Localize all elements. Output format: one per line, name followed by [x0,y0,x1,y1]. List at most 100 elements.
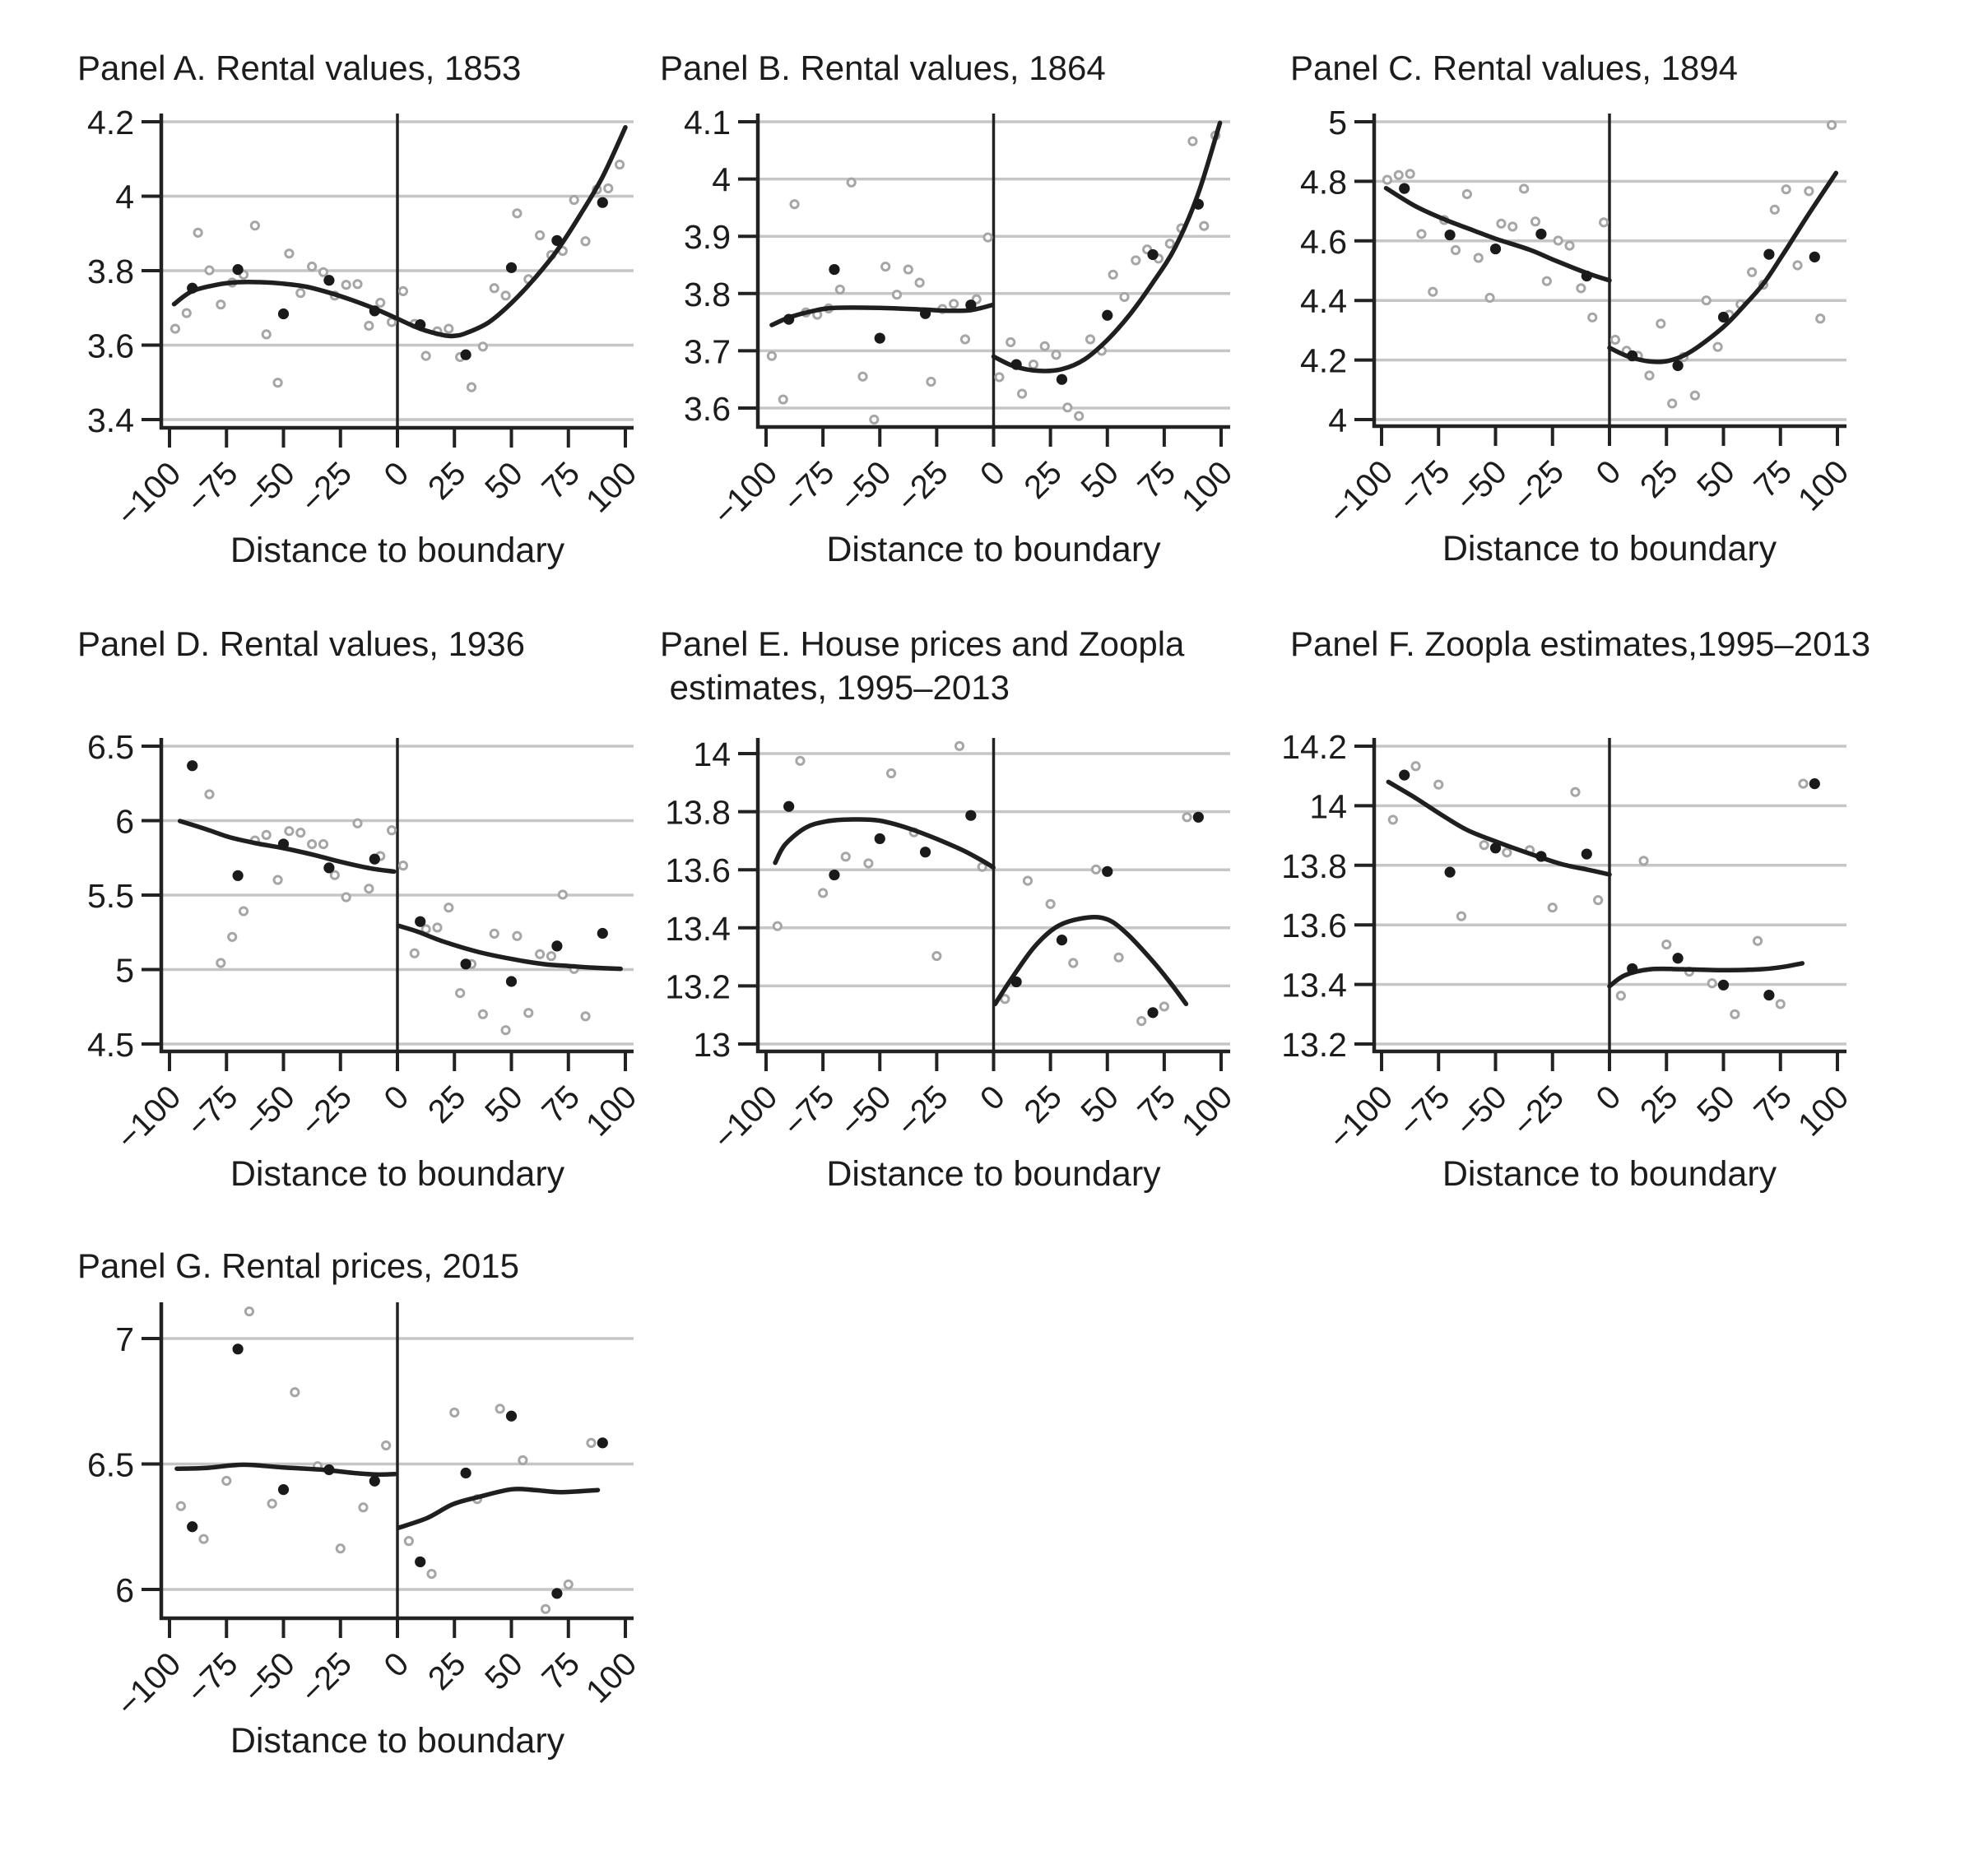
fine-bin-point [1450,244,1461,256]
fine-bin-point [512,208,523,219]
coarse-bin-markers [783,198,1204,385]
fine-bin-point [1826,119,1837,131]
y-tick-label: 6.5 [87,728,134,766]
fine-bin-point [914,277,925,288]
fine-bin-point [557,889,568,900]
coarse-bin-point [323,862,335,874]
fine-bin-point [1502,847,1512,858]
fine-bin-point [216,299,226,310]
fine-bin-point [1689,390,1700,401]
fine-bin-point [1730,1009,1740,1019]
y-tick-label: 13.8 [665,794,731,832]
coarse-bin-point [1192,811,1204,823]
fine-bin-point [846,177,857,188]
y-tick-label: 4 [1328,401,1347,439]
fine-bin-point [1804,186,1814,197]
fine-bin-point [1553,235,1563,246]
fit-curve-right [396,923,623,972]
fine-bin-point [238,906,249,916]
fit-curve-left [773,817,996,870]
coarse-bin-point [597,1437,608,1449]
fine-bin-point [284,248,295,259]
coarse-bin-point [1535,228,1547,240]
fine-bin-point [307,261,318,272]
y-tick-label: 3.6 [684,390,731,428]
coarse-bin-point [277,838,290,850]
fine-bin-point [1587,312,1598,322]
fit-curve-left [174,1462,397,1478]
panel-title: Panel D. Rental values, 1936 [77,624,525,663]
coarse-bin-point [415,1556,426,1568]
fine-bin-point [766,350,778,361]
fine-bin-point [1416,229,1427,239]
fine-bin-point [1062,402,1073,413]
y-tick-label: 14 [693,735,731,773]
coarse-bin-point [551,234,563,246]
coarse-bin-point [505,1410,518,1422]
fine-bin-point [885,768,897,779]
fine-bin-point [772,921,783,931]
coarse-bin-point [829,263,840,276]
fine-bin-point [261,829,272,840]
fine-bin-point [284,826,295,837]
fine-bin-point [523,1008,534,1018]
fine-bin-point [1119,291,1130,303]
y-tick-label: 13.6 [1281,907,1347,944]
panel-title: Panel A. Rental values, 1853 [77,49,521,87]
fine-bin-point [891,290,903,300]
fine-bin-point [1576,283,1586,294]
fine-bin-point [175,1501,186,1511]
fine-bin-point [1667,398,1678,409]
fine-bin-point [221,1475,232,1487]
fine-bin-point [982,232,993,243]
x-axis-label: Distance to boundary [826,1154,1161,1194]
fine-bin-point [1775,999,1786,1009]
fine-bin-point [204,265,215,276]
coarse-bin-point [415,916,426,927]
fine-bin-point [181,308,192,318]
fine-bin-point [386,825,397,836]
coarse-bin-point [1809,778,1820,790]
fine-bin-point [1707,978,1717,989]
fine-bin-point [1131,255,1141,266]
fine-bin-point [1136,1016,1147,1027]
coarse-bin-point [1489,842,1502,854]
y-tick-label: 5.5 [87,877,134,915]
coarse-bin-point [919,847,931,858]
fine-bin-point [1769,204,1780,215]
fine-bin-point [1461,188,1472,200]
y-axis: 13.2 13.4 13.6 13.8 14 14.2 [1281,728,1377,1064]
fine-bin-point [495,1404,505,1414]
fine-bin-point [409,948,420,958]
fine-bin-point [352,279,363,290]
fine-bin-point [1085,334,1096,345]
fine-bin-point [1022,875,1033,886]
y-tick-label: 13.2 [1281,1026,1347,1064]
y-axis: 66.57 [87,1302,164,1620]
coarse-bin-point [232,870,244,881]
fine-bin-point [1547,902,1558,913]
fine-bin-point [1638,856,1649,866]
fine-bin-point [341,892,351,902]
fit-curve-right [1607,961,1805,989]
fine-bin-point [1644,370,1655,381]
fit-curve-right [991,120,1223,374]
y-tick-label: 4.8 [1300,163,1347,201]
fine-bin-point [603,183,614,194]
y-axis: 4.5 5 5.5 6 6.5 [87,728,164,1064]
coarse-bin-point [1581,270,1592,282]
fine-bin-point [375,297,386,309]
coarse-bin-point [369,305,380,317]
panel-f: Panel F. Zoopla estimates,1995–201313.21… [1281,624,1870,1194]
fine-bin-point [834,284,845,295]
fine-bin-point [512,930,523,941]
fine-bin-point [1615,991,1626,1001]
fine-bin-point [1564,240,1575,251]
coarse-bin-point [597,197,608,208]
fine-bin-point [789,199,800,210]
fine-bin-point [1456,911,1467,921]
fine-bin-point [1113,952,1124,963]
x-axis-label: Distance to boundary [230,531,565,570]
coarse-bin-point [1581,848,1592,860]
